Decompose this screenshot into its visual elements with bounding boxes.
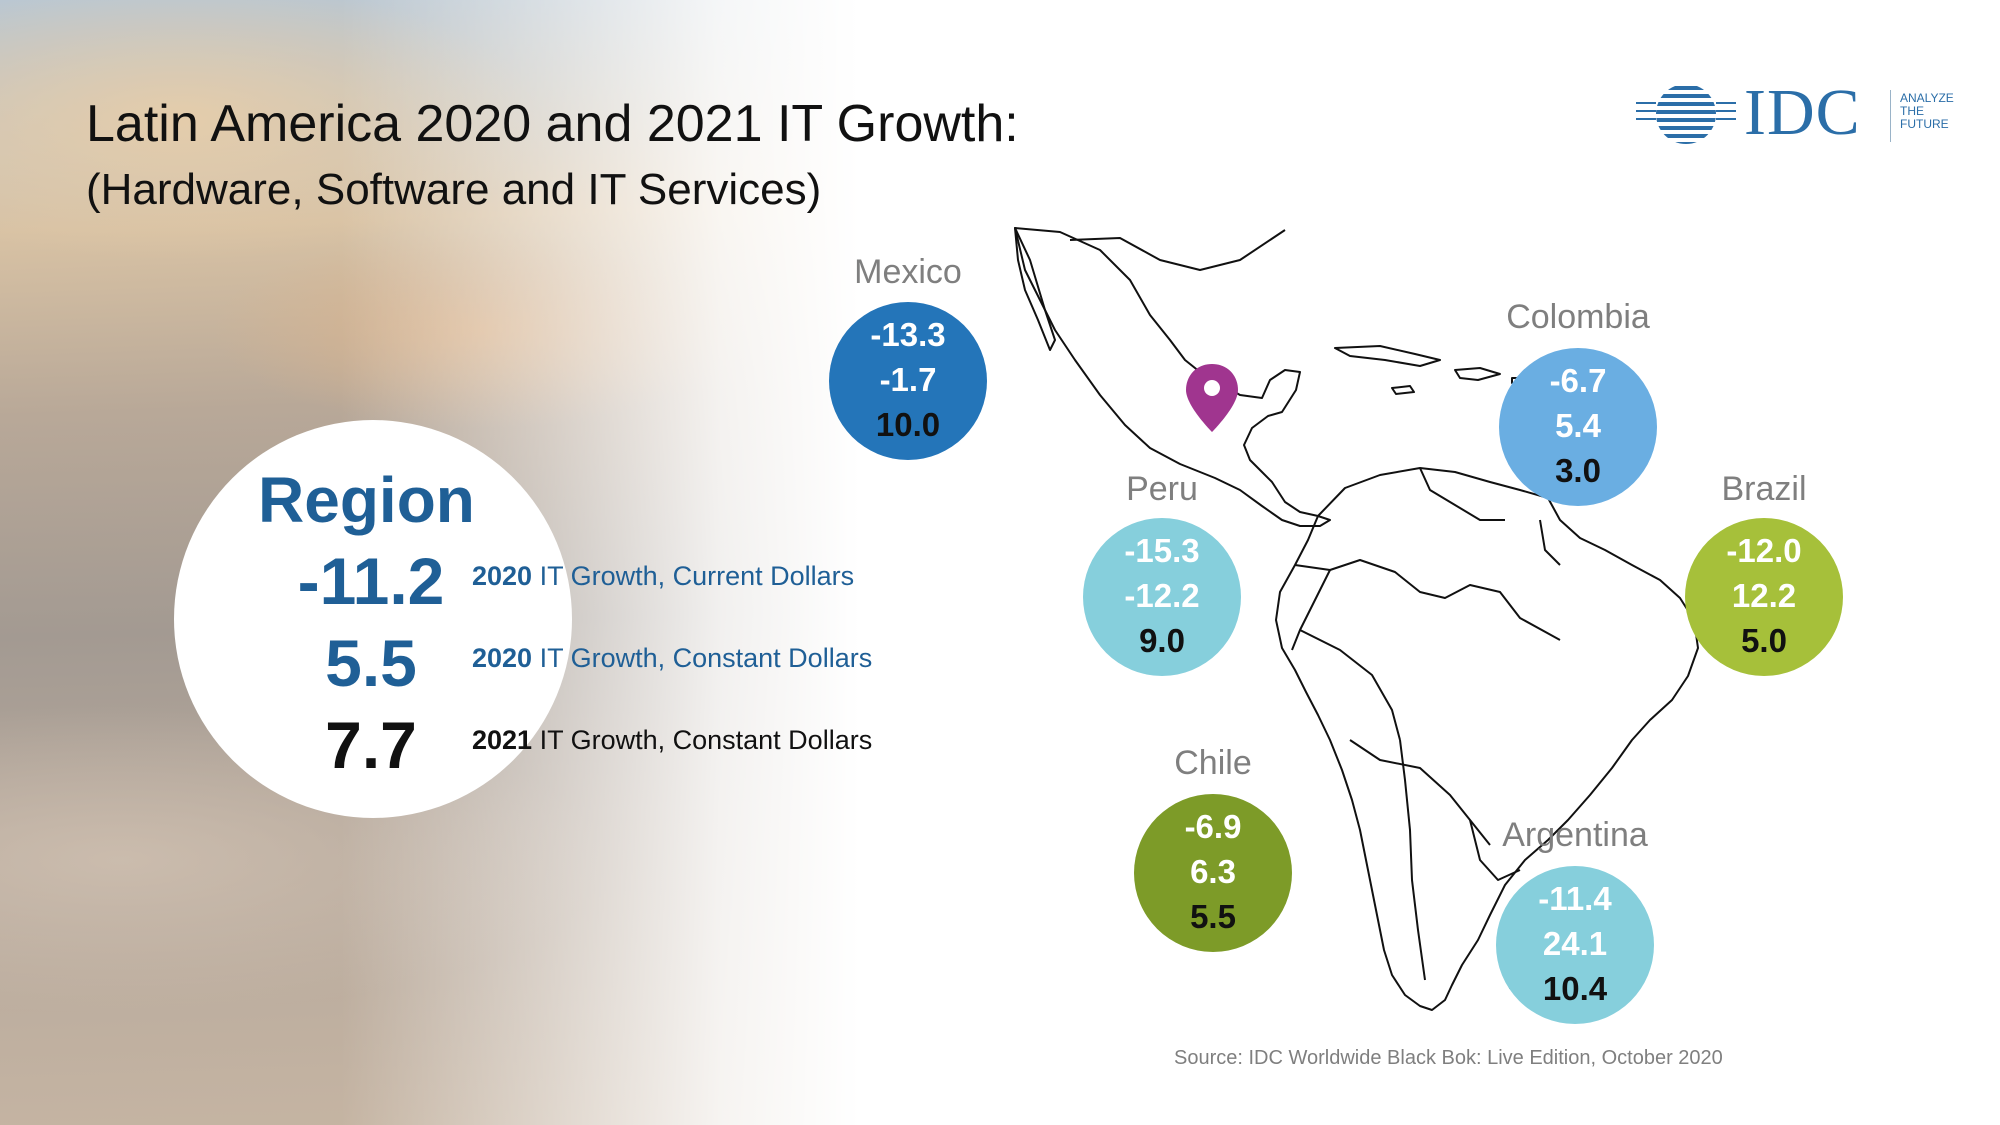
argentina-value-2020-current: -11.4 [1538, 880, 1612, 917]
country-name-brazil: Brazil [1721, 470, 1807, 508]
peru-brazil-border [1299, 629, 1401, 741]
globe-stripes-icon [1636, 86, 1736, 144]
legend-2021-constant: 2021 IT Growth, Constant Dollars [472, 725, 873, 755]
colombia-peru-border [1291, 569, 1331, 651]
colombia-value-2021-constant: 3.0 [1555, 452, 1601, 489]
chile-value-2020-constant: 6.3 [1190, 853, 1236, 890]
region-value-2020-current: -11.2 [297, 544, 445, 618]
country-name-colombia: Colombia [1506, 298, 1650, 336]
brazil-value-2020-current: -12.0 [1726, 532, 1802, 569]
cuba-outline [1334, 345, 1441, 367]
brazil-value-2021-constant: 5.0 [1741, 622, 1787, 659]
bubble-argentina: -11.4 24.1 10.4 [1496, 866, 1654, 1024]
colombia-value-2020-constant: 5.4 [1555, 407, 1601, 444]
venezuela-border [1419, 467, 1505, 521]
country-name-peru: Peru [1126, 470, 1198, 508]
bubble-brazil: -12.0 12.2 5.0 [1685, 518, 1843, 676]
source-note: Source: IDC Worldwide Black Bok: Live Ed… [1174, 1047, 1723, 1069]
peru-value-2020-constant: -12.2 [1124, 577, 1200, 614]
region-title: Region [258, 464, 475, 536]
country-name-argentina: Argentina [1502, 816, 1648, 854]
colombia-value-2020-current: -6.7 [1549, 362, 1607, 399]
south-america-outline [1275, 467, 1699, 1011]
bubble-chile: -6.9 6.3 5.5 [1134, 794, 1292, 952]
chile-argentina-border [1399, 739, 1426, 981]
mexico-central-america-outline [1014, 227, 1331, 527]
argentina-value-2020-constant: 24.1 [1542, 925, 1608, 962]
mexico-value-2020-constant: -1.7 [879, 361, 937, 398]
hispaniola-outline [1454, 367, 1501, 381]
mexico-value-2021-constant: 10.0 [875, 406, 941, 443]
bolivia-paraguay-border [1349, 739, 1491, 846]
argentina-value-2021-constant: 10.4 [1542, 970, 1608, 1007]
northern-borders [1294, 559, 1561, 641]
region-value-2020-constant: 5.5 [325, 626, 417, 700]
country-name-mexico: Mexico [854, 253, 962, 291]
brazil-value-2020-constant: 12.2 [1731, 577, 1797, 614]
region-value-2021-constant: 7.7 [325, 708, 417, 782]
bubble-mexico: -13.3 -1.7 10.0 [829, 302, 987, 460]
legend-2020-constant: 2020 IT Growth, Constant Dollars [472, 643, 873, 673]
baja-california-outline [1014, 227, 1056, 351]
page-title: Latin America 2020 and 2021 IT Growth: [86, 95, 1019, 153]
latin-america-map [1014, 227, 1699, 1011]
idc-logo: IDC ANALYZE THE FUTURE [1636, 76, 1956, 149]
guianas-border [1539, 519, 1561, 566]
bubble-peru: -15.3 -12.2 9.0 [1083, 518, 1241, 676]
chile-value-2021-constant: 5.5 [1190, 898, 1236, 935]
mexico-value-2020-current: -13.3 [870, 316, 946, 353]
idc-logo-text: IDC [1744, 76, 1861, 149]
region-circle [174, 420, 572, 818]
us-border-outline [1069, 229, 1286, 271]
peru-value-2020-current: -15.3 [1124, 532, 1200, 569]
jamaica-outline [1391, 385, 1415, 395]
uruguay-border [1469, 819, 1521, 881]
peru-value-2021-constant: 9.0 [1139, 622, 1185, 659]
legend-2020-current: 2020 IT Growth, Current Dollars [472, 561, 855, 591]
chile-value-2020-current: -6.9 [1184, 808, 1242, 845]
country-name-chile: Chile [1174, 744, 1252, 782]
map-pin-icon [1186, 364, 1238, 432]
bubble-colombia: -6.7 5.4 3.0 [1499, 348, 1657, 506]
page-subtitle: (Hardware, Software and IT Services) [86, 165, 822, 214]
idc-logo-tagline: ANALYZE THE FUTURE [1900, 91, 1954, 131]
